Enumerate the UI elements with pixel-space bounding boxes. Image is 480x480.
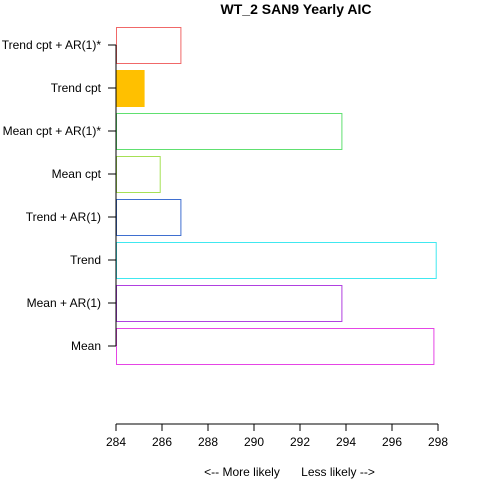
y-tick-label-mean-cpt-ar-1: Mean cpt + AR(1)* bbox=[3, 124, 102, 138]
bar-mean-cpt-ar-1 bbox=[116, 113, 343, 150]
x-tick-label-286: 286 bbox=[152, 435, 172, 449]
y-tick-label-mean-ar-1: Mean + AR(1) bbox=[27, 296, 101, 310]
y-tick-label-trend-cpt-ar-1: Trend cpt + AR(1)* bbox=[2, 38, 102, 52]
x-tick-label-288: 288 bbox=[198, 435, 218, 449]
y-tick-label-trend-ar-1: Trend + AR(1) bbox=[26, 210, 101, 224]
bar-trend-cpt bbox=[116, 70, 145, 107]
x-axis-label-right: Less likely --> bbox=[301, 465, 375, 479]
x-axis: 284 286 288 290 292 294 296 298 bbox=[106, 423, 448, 449]
chart-title: WT_2 SAN9 Yearly AIC bbox=[221, 1, 372, 17]
y-tick-label-mean: Mean bbox=[71, 339, 101, 353]
x-tick-label-298: 298 bbox=[428, 435, 448, 449]
bar-trend-cpt-ar-1 bbox=[116, 27, 182, 64]
y-tick-label-trend: Trend bbox=[70, 253, 101, 267]
x-axis-label-left: <-- More likely bbox=[204, 465, 280, 479]
bar-mean bbox=[116, 328, 435, 365]
bar-mean-cpt bbox=[116, 156, 161, 193]
bar-trend bbox=[116, 242, 437, 279]
bar-mean-ar-1 bbox=[116, 285, 343, 322]
x-tick-label-284: 284 bbox=[106, 435, 126, 449]
y-axis: Mean Mean + AR(1) Trend Trend + AR(1) Mean c… bbox=[2, 38, 117, 353]
bar-trend-ar-1 bbox=[116, 199, 182, 236]
bars-layer bbox=[116, 27, 437, 365]
x-tick-label-292: 292 bbox=[290, 435, 310, 449]
x-tick-label-296: 296 bbox=[382, 435, 402, 449]
y-tick-label-trend-cpt: Trend cpt bbox=[51, 81, 102, 95]
y-tick-label-mean-cpt: Mean cpt bbox=[52, 167, 102, 181]
x-tick-label-294: 294 bbox=[336, 435, 356, 449]
x-tick-label-290: 290 bbox=[244, 435, 264, 449]
